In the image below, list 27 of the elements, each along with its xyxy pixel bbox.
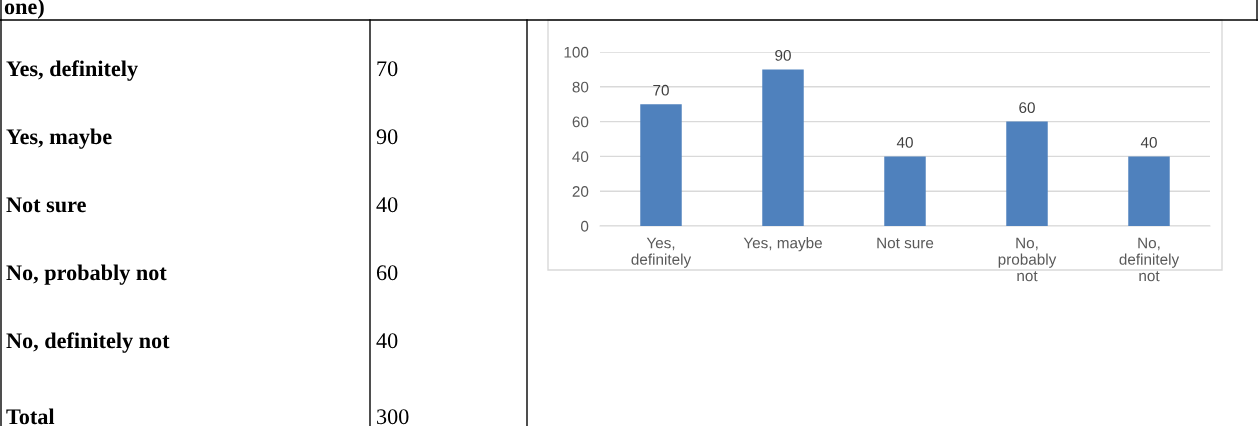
x-tick-label: Yes, maybe	[743, 237, 822, 252]
category-label: Not sure	[6, 197, 86, 213]
category-label: No, definitely not	[6, 332, 170, 353]
data-label: 40	[1140, 137, 1157, 148]
text: 70	[377, 61, 398, 77]
text: 300	[377, 409, 409, 425]
text: 40	[376, 333, 398, 349]
text: 90	[376, 129, 398, 145]
data-label: 90	[775, 50, 791, 61]
text: 60	[376, 265, 398, 281]
x-tick-label: No, probably not	[998, 237, 1057, 282]
y-tick-label: 20	[572, 186, 589, 197]
y-tick-label: 100	[564, 46, 589, 58]
y-tick-label: 0	[580, 220, 589, 232]
y-tick-label: 40	[572, 151, 589, 163]
text: 40	[376, 197, 398, 213]
text: Total	[6, 408, 55, 425]
y-tick-label: 60	[572, 116, 589, 128]
x-tick-label: Yes, definitely	[631, 237, 692, 268]
x-tick-label: No, definitely not	[1119, 237, 1180, 282]
category-label: Yes, definitely	[6, 60, 138, 81]
data-label: 40	[896, 137, 913, 148]
data-label: 70	[653, 84, 669, 96]
category-label: Yes, maybe	[6, 128, 112, 149]
x-tick-label: Not sure	[877, 237, 934, 249]
y-tick-label: 80	[572, 81, 589, 93]
data-label: 60	[1019, 102, 1035, 114]
